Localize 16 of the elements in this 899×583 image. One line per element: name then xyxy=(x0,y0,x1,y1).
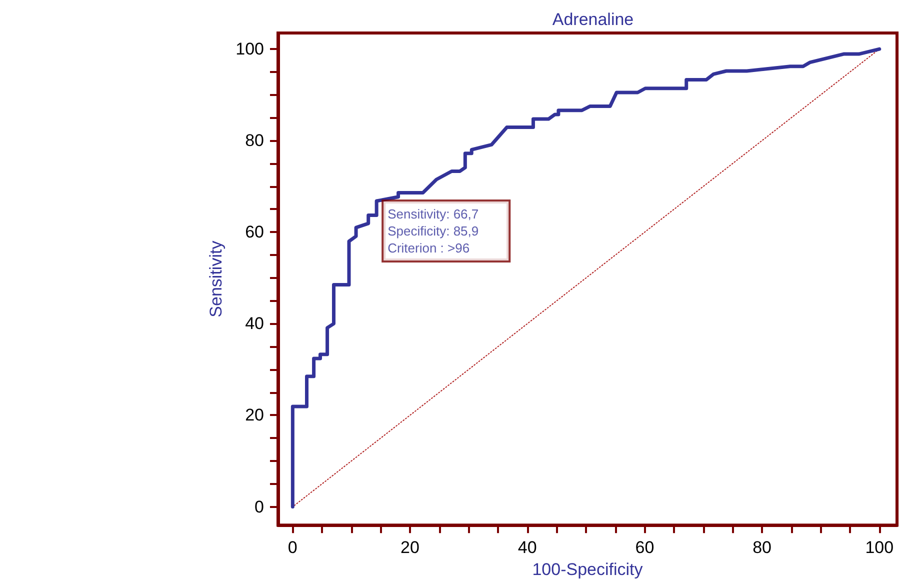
y-tick-label: 60 xyxy=(245,222,264,242)
y-tick-label: 100 xyxy=(236,40,264,59)
y-tick-label: 80 xyxy=(245,131,264,150)
x-tick-label: 80 xyxy=(752,538,772,558)
x-axis-title: 100-Specificity xyxy=(532,560,644,579)
x-tick-label: 0 xyxy=(288,538,298,558)
x-tick-label: 100 xyxy=(865,538,894,558)
x-tick-label: 40 xyxy=(518,538,537,558)
chart-title: Adrenaline xyxy=(552,10,634,29)
y-axis-title: Sensitivity xyxy=(206,240,226,318)
y-tick-label: 20 xyxy=(245,406,264,425)
y-tick-label: 0 xyxy=(254,497,264,516)
x-tick-label: 60 xyxy=(635,538,654,558)
y-tick-label: 40 xyxy=(245,314,264,334)
x-tick-label: 20 xyxy=(400,538,420,558)
annotation: Sensitivity: 66,7 Specificity: 85,9 Criterion : >96 xyxy=(388,206,479,256)
